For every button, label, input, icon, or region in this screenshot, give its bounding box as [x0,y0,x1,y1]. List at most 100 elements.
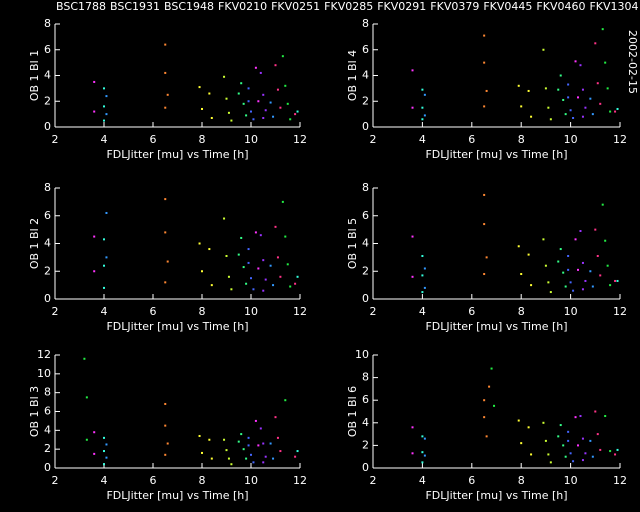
point [591,455,594,458]
point [411,235,414,238]
point [230,288,233,291]
point [591,285,594,288]
y-tick-label: 2 [362,94,369,107]
point [549,461,552,464]
point [564,113,567,116]
x-tick-label: 8 [518,474,525,487]
point [581,459,584,462]
point [257,267,260,270]
point [286,102,289,105]
point [601,28,604,31]
point [242,266,245,269]
point [227,275,230,278]
y-tick-label: 8 [362,371,369,384]
point [411,69,414,72]
point [606,87,609,90]
point [594,42,597,45]
point [276,256,279,259]
x-tick-label: 2 [52,305,59,318]
point [581,115,584,118]
point [164,453,167,456]
point [567,83,570,86]
y-tick-label: 0 [44,292,51,305]
x-tick-label: 4 [101,474,108,487]
point [530,453,533,456]
point [574,60,577,63]
point [164,71,167,74]
x-tick-label: 8 [199,305,206,318]
point [103,450,105,453]
x-axis-label: FDLJitter [mu] vs Time [h] [106,489,248,502]
y-axis-label: OB 1 Bl 4 [346,50,359,101]
point [584,106,587,109]
legend-entry: FKV0445 [483,0,532,13]
point [609,450,612,453]
point [483,223,486,226]
point [223,217,226,220]
point [250,277,252,280]
point [254,419,257,422]
point [103,286,105,289]
y-tick-label: 6 [362,393,369,406]
point [614,110,617,113]
legend-entry: FKV0379 [430,0,479,13]
point [294,455,297,458]
point [223,75,226,78]
point [579,415,582,418]
x-tick-label: 12 [293,474,307,487]
point [579,230,582,233]
point [164,281,167,284]
point [490,367,493,370]
point [252,461,255,464]
point [225,254,228,257]
point [105,443,108,446]
y-tick-label: 2 [44,94,51,107]
x-tick-label: 2 [370,474,377,487]
point [564,455,567,458]
point [247,100,250,103]
x-axis-label: FDLJitter [mu] vs Time [h] [425,320,567,333]
point [411,452,414,455]
point [520,442,523,445]
point [276,436,279,439]
y-tick-label: 2 [362,264,369,277]
point [225,97,228,100]
point [279,106,282,109]
point [210,116,213,119]
y-tick-label: 4 [44,237,51,250]
point [569,452,572,455]
point [567,430,570,433]
point [85,396,88,399]
point [103,264,105,267]
point [264,109,267,112]
point [594,228,597,231]
point [411,106,414,109]
point [93,431,96,434]
y-axis-label: OB 1 Bl 1 [28,50,41,101]
point [596,82,599,85]
y-tick-label: 4 [362,69,369,82]
point [279,450,282,453]
point [103,436,105,439]
point [83,357,86,360]
point [557,88,560,91]
point [230,119,233,122]
point [262,289,265,292]
point [577,444,580,447]
legend-entry: FKV1304 [589,0,638,13]
legend-entry: BSC1948 [164,0,214,13]
y-tick-label: 4 [44,423,51,436]
x-tick-label: 6 [468,133,475,146]
x-tick-label: 6 [150,305,157,318]
point [269,442,272,445]
y-axis-label: OB 1 Bl 3 [28,386,41,437]
point [421,118,424,121]
point [166,93,169,96]
legend-entry: FKV0460 [536,0,585,13]
point [517,245,520,248]
point [223,438,226,441]
point [547,281,550,284]
point [421,435,424,438]
point [164,402,167,405]
y-axis-label: OB 1 Bl 6 [346,386,359,437]
